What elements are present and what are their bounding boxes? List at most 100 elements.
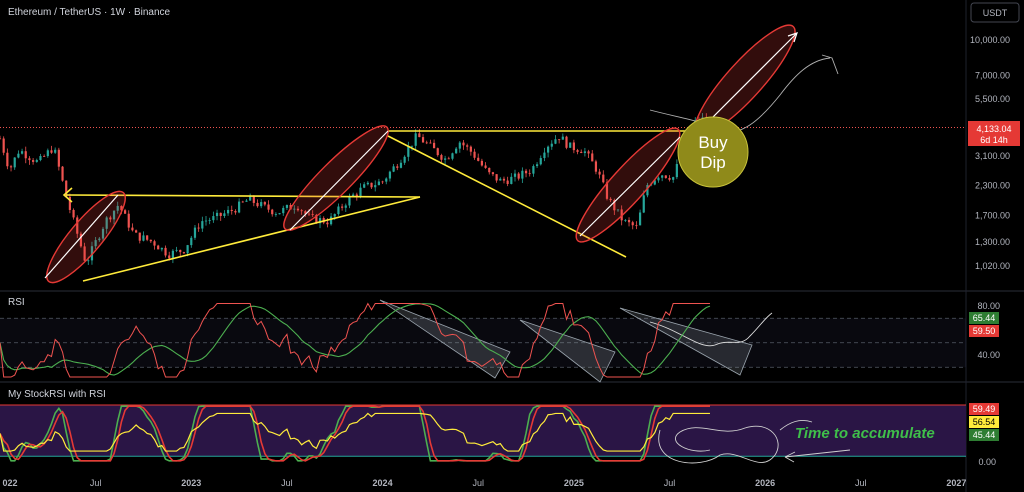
candle-body [94,240,97,247]
white-arrow-3 [579,136,681,237]
accumulate-arrow [784,449,851,463]
candle-body [226,209,230,214]
rsi-tick-label: 40.00 [977,350,1000,360]
candle-body [535,164,539,167]
yellow-arrow-left [62,187,73,203]
candle-body [24,151,27,159]
candle-body [112,210,116,220]
red-ellipse-2 [283,125,389,231]
rsi-ma-line [0,303,711,376]
candle-body [245,200,248,202]
candle-body [256,202,259,207]
candle-body [304,211,307,214]
candle-body [0,138,2,140]
candle-body [219,212,222,217]
white-arrow-1 [44,194,119,279]
rsi-wedge-1 [379,299,511,379]
candle-body [396,166,399,168]
candle-body [35,160,38,162]
time-tick-label: 2024 [373,478,393,488]
price-tick-label: 5,500.00 [975,94,1010,104]
price-axis[interactable]: 10,000.00 7,000.00 5,500.00 3,100.00 2,300.0… [970,35,1010,271]
stoch-axis[interactable]: 0.00 [978,457,996,467]
candle-body [466,145,469,147]
candle-body [605,182,609,199]
candle-body [425,142,428,144]
buy-dip-circle [677,116,749,188]
candle-body [186,245,189,254]
candle-body [230,209,233,211]
drawn-annotations[interactable]: Buy Dip [36,14,839,291]
candle-body [499,178,502,181]
stoch-k-current: 45.44 [973,430,996,440]
candle-body [123,210,127,214]
candle-body [326,222,329,225]
candle-body [550,143,553,147]
candle-body [363,184,366,188]
candle-body [6,152,9,167]
candle-body [432,142,436,149]
last-price-badge: 4,133.04 6d 14h [968,121,1020,146]
candle-body [153,241,156,246]
candle-body [190,237,193,246]
candle-body [39,156,42,161]
candle-body [532,166,535,174]
candle-body [675,164,678,178]
candle-body [160,247,163,250]
candle-body [57,149,60,167]
rsi-sketch-curve [649,312,773,347]
candle-body [271,209,274,215]
candle-body [146,235,149,240]
candle-body [558,139,561,141]
time-tick-label: Jul [281,478,293,488]
candle-body [583,151,586,153]
candle-body [315,214,318,224]
time-tick-label: 2025 [564,478,584,488]
bar-countdown: 6d 14h [980,135,1008,145]
time-axis[interactable]: 022 Jul 2023 Jul 2024 Jul 2025 Jul 2026 Jul 2027 [2,478,966,488]
candle-body [120,205,123,211]
candle-body [109,217,112,220]
yellow-triangle-base [82,196,421,282]
currency-button[interactable]: USDT [970,2,1020,23]
candle-body [547,146,550,153]
rsi-axis[interactable]: 80.00 40.00 [977,301,1000,360]
red-ellipse-1 [46,190,126,284]
candle-body [2,138,5,153]
white-arrow-2 [289,130,389,231]
candle-body [436,148,439,156]
buy-dip-label-line2: Dip [700,153,726,172]
rsi-trend-wedges[interactable] [379,299,773,383]
candle-body [138,232,141,241]
candle-body [341,206,344,208]
accumulate-loop [658,425,779,464]
candle-body [13,157,16,168]
price-tick-label: 10,000.00 [970,35,1010,45]
stoch-sketch[interactable] [658,419,851,464]
candle-body [664,175,667,178]
candle-body [252,196,255,203]
candle-body [54,149,57,153]
candle-body [274,214,277,216]
candle-body [293,208,296,210]
candle-body [403,156,406,163]
candle-body [554,139,557,144]
stoch-d-current: 59.49 [973,404,996,414]
candle-body [83,246,86,261]
candle-body [624,219,627,221]
candle-body [238,201,241,213]
candle-body [480,160,483,166]
candle-body [462,142,465,146]
candle-body [135,230,138,233]
candle-body [72,209,75,218]
candle-body [477,157,480,161]
candle-body [458,142,461,149]
rsi-tick-label: 80.00 [977,301,1000,311]
rsi-title: RSI [8,297,25,308]
candle-body [440,155,443,160]
candle-body [179,249,182,253]
candle-body [197,227,200,229]
price-tick-label: 3,100.00 [975,151,1010,161]
candle-body [543,152,546,159]
